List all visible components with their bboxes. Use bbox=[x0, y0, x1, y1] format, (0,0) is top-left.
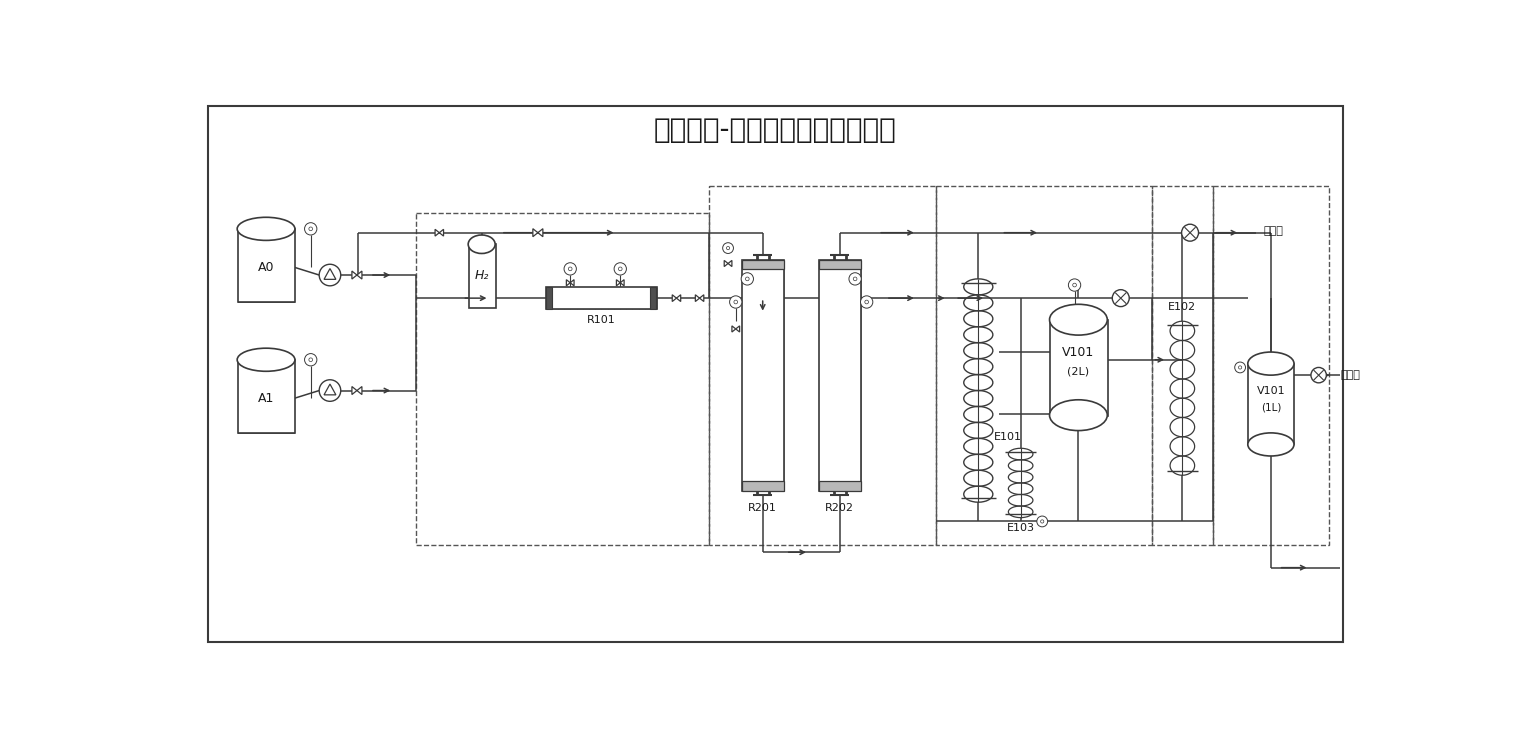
Polygon shape bbox=[699, 295, 704, 302]
Polygon shape bbox=[728, 260, 732, 266]
Circle shape bbox=[614, 262, 626, 275]
Circle shape bbox=[849, 273, 861, 285]
Circle shape bbox=[729, 296, 741, 308]
Text: 那央微化-连续流微化工工程案例: 那央微化-连续流微化工工程案例 bbox=[654, 117, 897, 144]
Circle shape bbox=[1182, 224, 1198, 241]
Text: R201: R201 bbox=[749, 502, 778, 513]
Circle shape bbox=[853, 277, 856, 280]
Circle shape bbox=[319, 380, 340, 402]
Circle shape bbox=[726, 247, 729, 250]
Circle shape bbox=[569, 267, 572, 271]
Bar bbox=[416, 214, 708, 544]
Bar bbox=[546, 287, 657, 309]
Bar bbox=[741, 259, 784, 490]
Polygon shape bbox=[735, 326, 740, 332]
Circle shape bbox=[619, 267, 622, 271]
Bar bbox=[238, 359, 295, 433]
Text: A0: A0 bbox=[257, 261, 274, 274]
Ellipse shape bbox=[1050, 305, 1108, 335]
Circle shape bbox=[1235, 362, 1245, 373]
Text: A1: A1 bbox=[257, 392, 274, 405]
Circle shape bbox=[746, 277, 749, 280]
Text: R202: R202 bbox=[825, 502, 855, 513]
Circle shape bbox=[309, 358, 313, 362]
Bar bbox=[1213, 186, 1328, 544]
Bar bbox=[741, 481, 784, 490]
Polygon shape bbox=[533, 229, 537, 237]
Bar bbox=[937, 186, 1151, 544]
Text: H₂: H₂ bbox=[475, 268, 489, 281]
Bar bbox=[1248, 363, 1294, 444]
Polygon shape bbox=[324, 268, 336, 279]
Polygon shape bbox=[696, 295, 699, 302]
Text: 排气口: 排气口 bbox=[1263, 226, 1283, 236]
Ellipse shape bbox=[238, 348, 295, 371]
Ellipse shape bbox=[1248, 352, 1294, 375]
Polygon shape bbox=[436, 229, 439, 236]
Circle shape bbox=[861, 296, 873, 308]
Text: E103: E103 bbox=[1006, 523, 1035, 532]
Circle shape bbox=[1036, 516, 1047, 527]
Circle shape bbox=[309, 227, 313, 231]
Text: (1L): (1L) bbox=[1260, 402, 1282, 413]
Bar bbox=[1151, 186, 1213, 544]
Polygon shape bbox=[324, 384, 336, 395]
Circle shape bbox=[564, 262, 576, 275]
Bar bbox=[651, 287, 657, 309]
Circle shape bbox=[734, 300, 738, 304]
Bar bbox=[819, 481, 861, 490]
Circle shape bbox=[1239, 365, 1242, 369]
Text: E102: E102 bbox=[1168, 302, 1197, 312]
Polygon shape bbox=[439, 229, 443, 236]
Polygon shape bbox=[725, 260, 728, 266]
Bar bbox=[469, 244, 496, 308]
Polygon shape bbox=[353, 271, 357, 279]
Bar bbox=[819, 259, 861, 490]
Polygon shape bbox=[676, 295, 681, 302]
Ellipse shape bbox=[238, 217, 295, 241]
Text: R101: R101 bbox=[587, 314, 616, 325]
Text: V101: V101 bbox=[1062, 345, 1094, 359]
Polygon shape bbox=[357, 387, 362, 395]
Polygon shape bbox=[570, 280, 573, 286]
Text: E101: E101 bbox=[994, 432, 1021, 441]
Circle shape bbox=[1041, 520, 1044, 523]
Bar bbox=[1050, 320, 1108, 416]
Ellipse shape bbox=[468, 235, 495, 253]
Bar bbox=[708, 186, 937, 544]
Bar bbox=[238, 229, 295, 302]
Text: V101: V101 bbox=[1257, 386, 1285, 396]
Polygon shape bbox=[620, 280, 623, 286]
Circle shape bbox=[741, 273, 753, 285]
Polygon shape bbox=[672, 295, 676, 302]
Circle shape bbox=[865, 300, 868, 304]
Circle shape bbox=[1073, 284, 1076, 287]
Polygon shape bbox=[537, 229, 543, 237]
Ellipse shape bbox=[1248, 433, 1294, 456]
Polygon shape bbox=[566, 280, 570, 286]
Circle shape bbox=[304, 353, 316, 366]
Circle shape bbox=[723, 243, 734, 253]
Circle shape bbox=[1112, 290, 1129, 307]
Polygon shape bbox=[357, 271, 362, 279]
Polygon shape bbox=[353, 387, 357, 395]
Circle shape bbox=[304, 223, 316, 235]
Polygon shape bbox=[616, 280, 620, 286]
Text: (2L): (2L) bbox=[1067, 366, 1089, 376]
Polygon shape bbox=[732, 326, 735, 332]
Text: 排气口: 排气口 bbox=[1341, 370, 1360, 381]
Ellipse shape bbox=[1050, 400, 1108, 431]
Circle shape bbox=[1068, 279, 1080, 291]
Bar bbox=[819, 259, 861, 269]
Circle shape bbox=[319, 264, 340, 286]
Circle shape bbox=[1310, 368, 1327, 383]
Bar bbox=[546, 287, 552, 309]
Bar bbox=[741, 259, 784, 269]
